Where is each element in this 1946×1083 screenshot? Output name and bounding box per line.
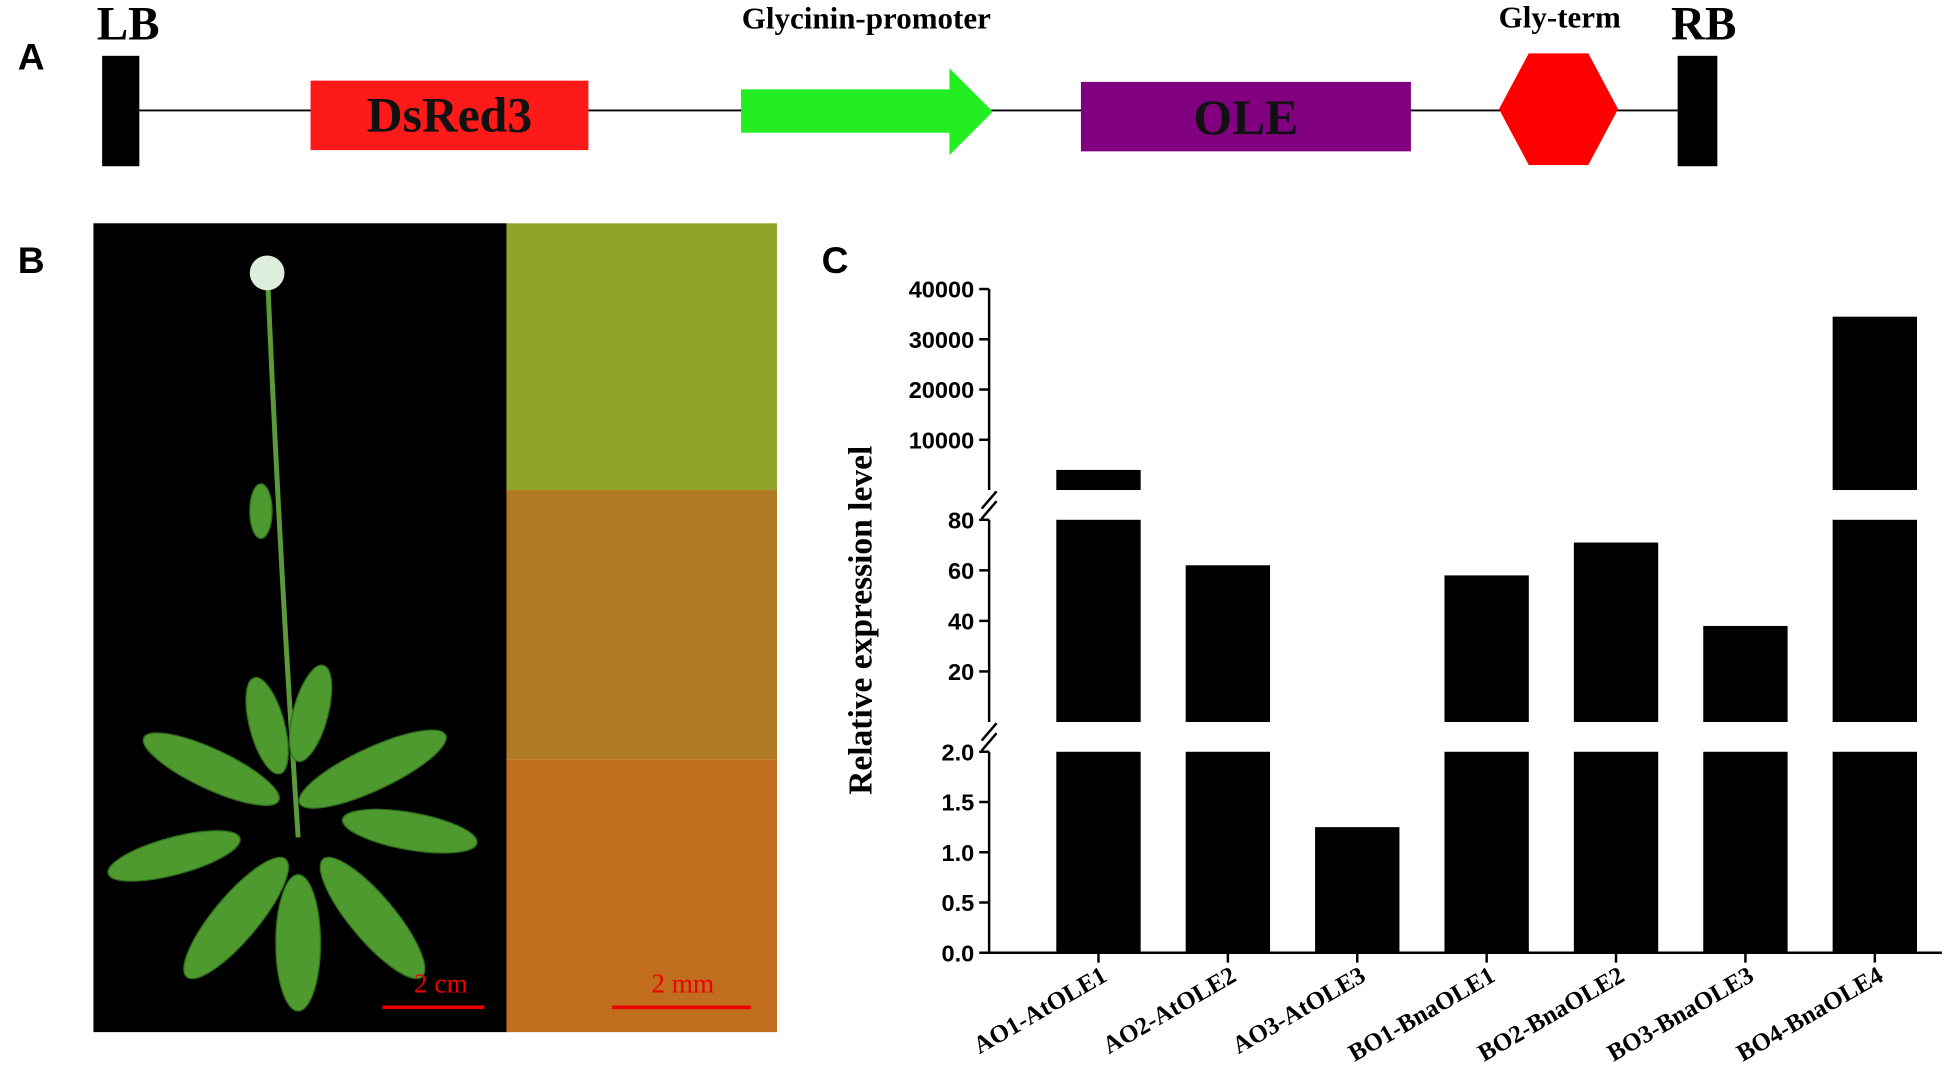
x-tick-label: AO2-AtOLE2	[1098, 962, 1240, 1060]
panel-label: C	[822, 239, 849, 281]
terminator-label: Gly-term	[1499, 0, 1621, 34]
bar	[1056, 469, 1141, 491]
axis-break	[980, 500, 998, 520]
x-tick-label: AO1-AtOLE1	[969, 962, 1111, 1060]
bar	[1703, 625, 1788, 722]
promoter-arrow	[741, 68, 993, 156]
y-tick-label: 40000	[909, 277, 975, 303]
bar	[1444, 751, 1529, 953]
y-tick-label: 0.0	[941, 940, 974, 966]
left-border-box	[102, 55, 140, 167]
panel-label: A	[18, 35, 45, 77]
y-tick-label: 30000	[909, 327, 975, 353]
left-border-label: LB	[97, 0, 160, 51]
y-tick-label: 10000	[909, 427, 975, 453]
axis-break	[980, 732, 998, 752]
x-tick-label: BO2-BnaOLE2	[1473, 962, 1629, 1067]
bar	[1315, 827, 1400, 953]
bar	[1056, 519, 1141, 722]
gene-label: OLE	[1194, 90, 1299, 145]
bar	[1573, 751, 1659, 953]
x-tick-label: BO3-BnaOLE3	[1603, 962, 1759, 1067]
seed-photo	[506, 223, 777, 491]
y-tick-label: 1.5	[941, 790, 974, 816]
reporter-box	[310, 80, 589, 151]
bar	[1832, 316, 1917, 491]
bar	[1573, 542, 1659, 722]
x-tick-label: BO1-BnaOLE1	[1344, 962, 1500, 1067]
x-tick-label: BO4-BnaOLE4	[1732, 962, 1888, 1067]
bar	[1056, 751, 1141, 953]
y-tick-label: 0.5	[941, 890, 974, 916]
reporter-label: DsRed3	[367, 87, 532, 142]
seed-photo	[506, 490, 777, 760]
seed-scale-label: 2 mm	[651, 968, 714, 998]
promoter-label: Glycinin-promoter	[742, 1, 991, 36]
y-tick-label: 40	[948, 609, 974, 635]
plant	[107, 255, 478, 1012]
y-axis-title: Relative expression level	[842, 446, 879, 795]
y-tick-label: 1.0	[941, 840, 974, 866]
terminator-hexagon	[1498, 53, 1619, 165]
panel-label: B	[18, 239, 45, 281]
axis-break	[980, 490, 998, 510]
plant-scale-label: 2 cm	[414, 968, 468, 998]
y-tick-label: 60	[948, 558, 974, 584]
bar	[1832, 519, 1917, 722]
right-border-label: RB	[1671, 0, 1736, 51]
bar	[1703, 751, 1788, 953]
gene-box	[1080, 81, 1411, 152]
y-tick-label: 80	[948, 507, 974, 533]
y-tick-label: 20000	[909, 377, 975, 403]
y-tick-label: 20	[948, 659, 974, 685]
bar	[1185, 565, 1271, 722]
bar	[1832, 751, 1917, 953]
bar	[1444, 575, 1529, 722]
seed-photo	[506, 759, 777, 1033]
axis-break	[980, 722, 998, 742]
y-tick-label: 2.0	[941, 739, 974, 765]
right-border-box	[1677, 55, 1718, 167]
bar	[1185, 751, 1271, 953]
